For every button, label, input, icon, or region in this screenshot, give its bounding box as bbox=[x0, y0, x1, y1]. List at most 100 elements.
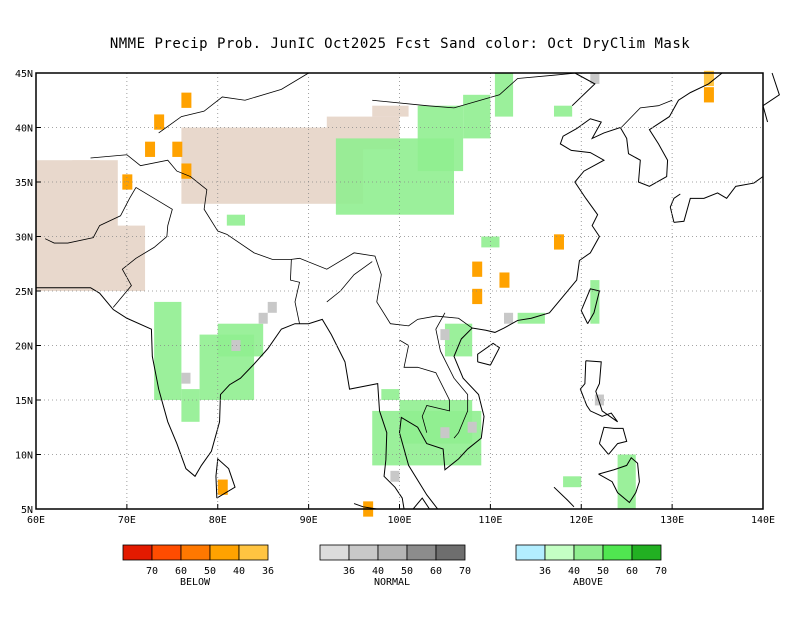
below-cell bbox=[217, 479, 228, 495]
legend-swatch-normal bbox=[406, 544, 437, 561]
below-cell bbox=[472, 261, 483, 277]
lon-tick-label: 70E bbox=[118, 515, 136, 526]
lat-tick-label: 10N bbox=[15, 451, 33, 462]
normal-cell bbox=[258, 312, 268, 324]
below-cell bbox=[703, 87, 714, 103]
below-cell bbox=[145, 141, 156, 157]
lon-tick-label: 110E bbox=[478, 515, 502, 526]
below-cell bbox=[154, 114, 165, 130]
coastline bbox=[571, 72, 596, 107]
plot-area bbox=[36, 70, 714, 517]
legend-tick-below: 40 bbox=[233, 566, 245, 577]
legend-tick-above: 70 bbox=[655, 566, 667, 577]
above-cell bbox=[444, 323, 473, 357]
normal-cell bbox=[590, 73, 600, 84]
legend-swatch-above bbox=[515, 544, 546, 561]
coastline bbox=[579, 360, 619, 423]
dry-mask-region bbox=[72, 160, 118, 237]
legend-swatch-above bbox=[544, 544, 575, 561]
above-cell bbox=[226, 214, 246, 226]
lon-tick-label: 120E bbox=[569, 515, 593, 526]
lat-tick-label: 40N bbox=[15, 124, 33, 135]
legend-tick-below: 50 bbox=[204, 566, 216, 577]
country-border bbox=[326, 261, 373, 303]
normal-cell bbox=[181, 372, 191, 384]
legend: 70 60 50 40 36 BELOW 36 40 50 60 70 NORMAL 36 40 50 60 7… bbox=[122, 544, 667, 588]
lat-tick-label: 20N bbox=[15, 342, 33, 353]
normal-cell bbox=[504, 312, 514, 324]
legend-swatch-normal bbox=[319, 544, 350, 561]
coastline bbox=[673, 149, 764, 223]
above-cell bbox=[181, 389, 200, 422]
coastline bbox=[580, 288, 601, 324]
gridlines bbox=[36, 73, 763, 509]
lon-tick-label: 60E bbox=[27, 515, 45, 526]
lat-tick-label: 45N bbox=[15, 69, 33, 80]
legend-swatch-normal bbox=[348, 544, 379, 561]
legend-tick-above: 60 bbox=[626, 566, 638, 577]
coastline bbox=[36, 287, 405, 510]
legend-label-below: BELOW bbox=[180, 577, 211, 588]
normal-cell bbox=[467, 421, 477, 433]
above-cell bbox=[463, 94, 491, 139]
dry-mask-region bbox=[90, 225, 146, 291]
dry-mask-region bbox=[372, 105, 409, 117]
normal-cell bbox=[390, 470, 400, 482]
legend-tick-normal: 50 bbox=[401, 566, 413, 577]
legend-swatch-below bbox=[151, 544, 182, 561]
lon-tick-label: 100E bbox=[387, 515, 411, 526]
legend-tick-above: 40 bbox=[568, 566, 580, 577]
below-cell bbox=[172, 141, 183, 157]
coastline bbox=[398, 72, 723, 510]
normal-cell bbox=[440, 427, 450, 439]
legend-swatch-above bbox=[573, 544, 604, 561]
legend-tick-above: 50 bbox=[597, 566, 609, 577]
country-border bbox=[372, 72, 577, 109]
above-cell bbox=[417, 105, 464, 172]
country-border bbox=[399, 339, 450, 433]
legend-swatch-below bbox=[180, 544, 211, 561]
legend-swatch-below bbox=[122, 544, 153, 561]
legend-tick-normal: 40 bbox=[372, 566, 384, 577]
lat-tick-label: 30N bbox=[15, 233, 33, 244]
page-title: NMME Precip Prob. JunIC Oct2025 Fcst San… bbox=[109, 36, 691, 52]
coastline bbox=[598, 426, 628, 456]
legend-swatch-above bbox=[631, 544, 662, 561]
normal-cell bbox=[440, 329, 450, 341]
below-cell bbox=[122, 174, 133, 190]
below-cell bbox=[181, 163, 192, 179]
legend-label-above: ABOVE bbox=[573, 577, 603, 588]
below-cell bbox=[499, 272, 510, 288]
lat-tick-label: 35N bbox=[15, 178, 33, 189]
legend-tick-above: 36 bbox=[539, 566, 551, 577]
below-cell bbox=[553, 234, 564, 250]
above-cell bbox=[381, 389, 400, 400]
legend-tick-below: 70 bbox=[146, 566, 158, 577]
coastline bbox=[669, 193, 681, 223]
coastline bbox=[553, 486, 575, 508]
normal-cell bbox=[267, 301, 277, 313]
legend-tick-below: 60 bbox=[175, 566, 187, 577]
lat-tick-label: 15N bbox=[15, 396, 33, 407]
lon-tick-label: 130E bbox=[660, 515, 684, 526]
coastlines bbox=[36, 72, 780, 510]
coastline bbox=[762, 72, 780, 123]
country-border bbox=[290, 259, 301, 324]
legend-swatch-normal bbox=[377, 544, 408, 561]
below-cell bbox=[181, 92, 192, 108]
lat-tick-label: 5N bbox=[21, 505, 33, 516]
legend-swatch-below bbox=[209, 544, 240, 561]
normal-cell bbox=[594, 394, 604, 406]
country-border bbox=[620, 99, 673, 128]
coastline bbox=[598, 457, 640, 504]
above-cell bbox=[399, 400, 473, 444]
legend-swatch-above bbox=[602, 544, 633, 561]
below-cell bbox=[472, 288, 483, 305]
above-cell bbox=[590, 280, 600, 324]
lon-tick-label: 140E bbox=[751, 515, 775, 526]
legend-tick-normal: 60 bbox=[430, 566, 442, 577]
coastline bbox=[477, 342, 501, 366]
legend-label-normal: NORMAL bbox=[374, 577, 410, 588]
